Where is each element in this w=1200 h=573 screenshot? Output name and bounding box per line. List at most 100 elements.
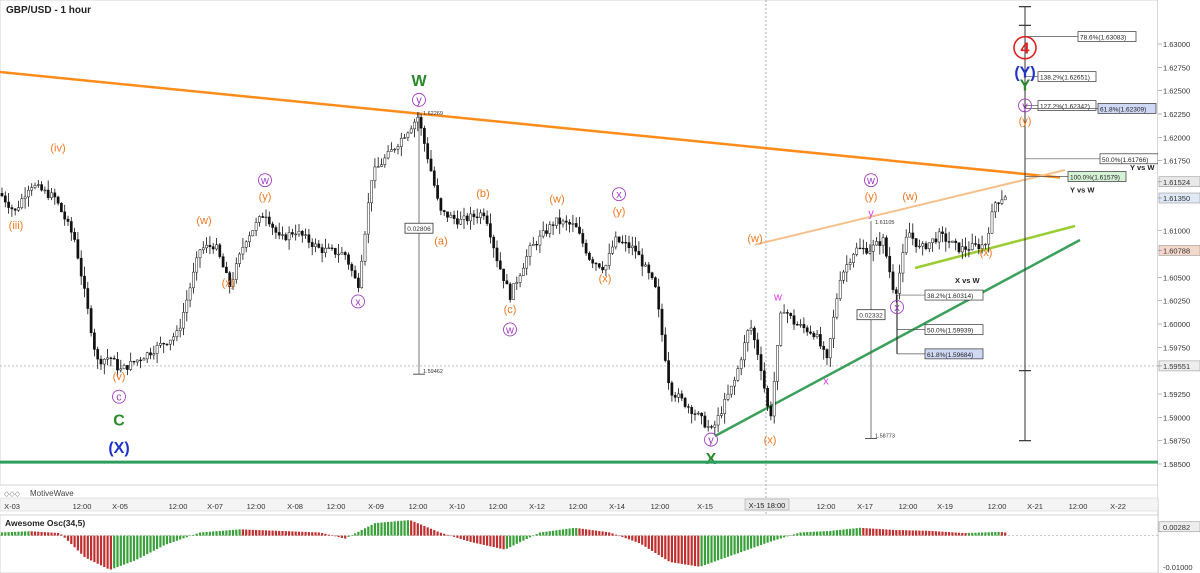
candle-body bbox=[261, 216, 265, 218]
candle-body bbox=[878, 241, 882, 246]
osc-bar bbox=[70, 535, 73, 545]
candle-body bbox=[729, 385, 733, 395]
osc-bar bbox=[819, 531, 822, 536]
osc-bar bbox=[347, 535, 350, 537]
osc-bar bbox=[568, 528, 571, 536]
fibonacci-levels: 78.6%(1.63083) 138.2%(1.62651) 127.2%(1.62… bbox=[896, 31, 1159, 360]
candle-body bbox=[238, 253, 241, 264]
osc-bar bbox=[195, 533, 198, 536]
osc-bar bbox=[690, 535, 693, 566]
candle-body bbox=[634, 245, 637, 252]
candle-body bbox=[558, 217, 562, 225]
candle-body bbox=[1003, 196, 1007, 201]
osc-bar bbox=[132, 535, 136, 561]
osc-bar bbox=[30, 531, 33, 536]
candle-body bbox=[842, 271, 845, 281]
candle-body bbox=[957, 242, 961, 253]
candle-body bbox=[126, 365, 129, 370]
osc-bar bbox=[895, 530, 898, 536]
osc-bar bbox=[264, 530, 268, 536]
osc-bar bbox=[802, 532, 805, 536]
osc-bar bbox=[594, 530, 598, 536]
wave-label-circle bbox=[704, 432, 718, 447]
candle-body bbox=[710, 426, 713, 428]
time-axis[interactable] bbox=[0, 497, 1159, 512]
osc-bar bbox=[657, 535, 660, 556]
osc-bar bbox=[350, 535, 353, 536]
time-axis-label: 12:00 bbox=[569, 502, 588, 511]
wave-label: (X) bbox=[108, 440, 129, 457]
fib-label: 50.0%(1.61766) bbox=[1102, 157, 1148, 164]
price-axis[interactable]: 1.63000 1.62750 1.62500 1.62250 1.62000 1.617… bbox=[1158, 0, 1200, 498]
osc-bar bbox=[634, 535, 637, 542]
candle-body bbox=[109, 357, 113, 359]
osc-bar bbox=[24, 531, 27, 536]
osc-bar bbox=[179, 535, 182, 540]
osc-bar bbox=[713, 535, 716, 562]
osc-bar bbox=[261, 530, 264, 536]
osc-bar bbox=[750, 535, 753, 549]
osc-bar bbox=[799, 532, 802, 536]
candle-body bbox=[96, 349, 100, 360]
osc-bar bbox=[502, 535, 505, 550]
wave-label: (iii) bbox=[9, 220, 24, 232]
candle-body bbox=[102, 358, 106, 365]
measure-value: 0.02332 bbox=[859, 313, 883, 320]
osc-bar bbox=[924, 530, 928, 536]
candle-body bbox=[716, 415, 720, 426]
candle-body bbox=[337, 253, 340, 256]
candle-body bbox=[452, 214, 456, 219]
candle-body bbox=[901, 252, 905, 274]
osc-bar bbox=[677, 535, 680, 564]
osc-bar bbox=[373, 523, 376, 536]
wave-label: (x) bbox=[980, 247, 993, 259]
osc-bar bbox=[53, 532, 56, 536]
candle-body bbox=[762, 370, 766, 389]
inner-support-line bbox=[914, 224, 1076, 270]
candle-body bbox=[60, 202, 63, 213]
candle-body bbox=[640, 254, 644, 267]
candle-body bbox=[667, 360, 670, 384]
osc-bar bbox=[806, 532, 809, 536]
candle-body bbox=[482, 212, 486, 217]
osc-bar bbox=[20, 531, 23, 536]
candle-body bbox=[508, 283, 512, 300]
candle-body bbox=[564, 220, 568, 223]
candle-body bbox=[472, 213, 476, 218]
candle-body bbox=[459, 219, 463, 225]
candle-body bbox=[281, 234, 284, 236]
osc-bar bbox=[416, 523, 419, 536]
osc-bar bbox=[967, 532, 970, 536]
osc-bar bbox=[149, 535, 152, 553]
osc-bar bbox=[27, 531, 30, 536]
candle-body bbox=[584, 242, 588, 254]
osc-bar bbox=[816, 531, 819, 536]
osc-bar bbox=[822, 531, 825, 536]
candle-body bbox=[980, 244, 984, 250]
candle-body bbox=[155, 345, 159, 354]
osc-bar bbox=[839, 529, 842, 536]
osc-bar bbox=[812, 531, 815, 536]
candle-body bbox=[20, 198, 24, 208]
osc-bar bbox=[885, 529, 888, 536]
measure-bottom-label: 1.59462 bbox=[423, 369, 443, 375]
osc-bar bbox=[423, 525, 426, 536]
fib-box bbox=[924, 289, 984, 301]
osc-bar bbox=[222, 530, 225, 536]
candle-body bbox=[159, 342, 162, 346]
candle-body bbox=[152, 353, 156, 356]
osc-bar bbox=[63, 535, 66, 538]
candle-body bbox=[43, 189, 47, 192]
candle-body bbox=[10, 207, 14, 210]
price-axis-label: 1.60250 bbox=[1163, 297, 1190, 306]
time-axis-label: X-10 bbox=[449, 502, 465, 511]
osc-bar bbox=[961, 532, 964, 536]
candle-body bbox=[192, 271, 195, 289]
candle-body bbox=[927, 242, 931, 249]
osc-bar bbox=[987, 532, 990, 536]
osc-bar bbox=[720, 535, 723, 560]
osc-bar bbox=[136, 535, 139, 560]
osc-bar bbox=[486, 535, 489, 546]
candle-body bbox=[274, 227, 278, 233]
